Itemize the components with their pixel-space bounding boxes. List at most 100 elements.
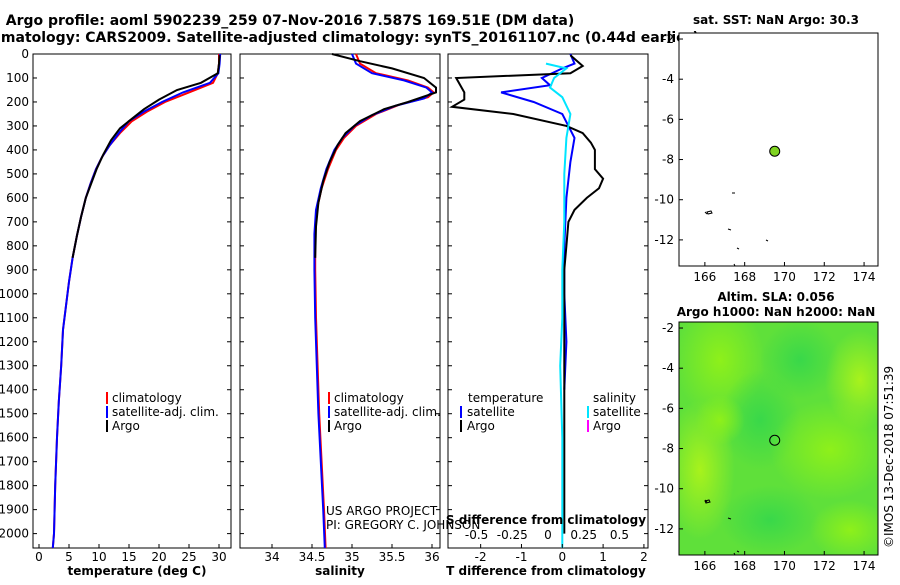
sla-map-ticks: 166 168 170 172 174 -2 -4 -6 -8 -10 -12 [654,321,875,573]
map-x-tick-label: 170 [773,559,796,573]
sst-map-coastline [704,192,769,267]
depth-tick-label: 2000 [0,527,29,541]
map-y-tick-label: -6 [662,401,674,415]
difference-xticks: -2 -1 0 1 2 [475,544,648,564]
series-line [545,62,572,548]
difference-xlabel-top: S difference from climatology [446,513,646,527]
series-line [51,53,222,549]
map-y-tick-label: -8 [662,442,674,456]
credit-project: US ARGO PROJECT [326,504,438,518]
temperature-series [51,53,222,549]
depth-tick-label: 1000 [0,287,29,301]
map-x-tick-label: 166 [693,270,716,284]
difference-panel [447,53,649,549]
x-tick-top-label: 0 [544,528,552,542]
map-y-tick-label: -12 [654,522,674,536]
depth-tick-label: 1400 [0,383,29,397]
x-tick-label: -2 [475,550,487,564]
legend-climatology-label: climatology [112,391,182,405]
depth-tick-label: 400 [6,143,29,157]
temperature-panel [32,53,232,549]
map-y-tick-label: -2 [662,32,674,46]
sla-map-frame [678,321,879,556]
map-y-tick-label: -10 [654,193,674,207]
x-tick-label: 30 [211,550,226,564]
map-x-tick-label: 168 [733,559,756,573]
legend-climatology-label: climatology [334,391,404,405]
legend-satellite-label: satellite-adj. clim. [112,405,219,419]
sst-map-points [769,145,781,157]
temperature-xlabel: temperature (deg C) [68,564,207,578]
depth-axis: 0 100 200 300 400 500 600 700 800 900 1000 1100 1200… [0,47,29,541]
map-x-tick-label: 174 [853,559,876,573]
legend-temp-argo-label: Argo [467,419,495,433]
series-line [51,54,220,549]
depth-tick-label: 1500 [0,407,29,421]
salinity-series [313,53,437,549]
x-tick-top-label: 0.5 [610,528,629,542]
series-line [314,53,437,258]
legend-argo-label: Argo [112,419,140,433]
depth-tick-label: 200 [6,95,29,109]
series-line [449,54,605,534]
map-y-tick-label: -8 [662,153,674,167]
depth-tick-label: 1200 [0,335,29,349]
legend-temp-satellite-label: satellite [467,405,515,419]
axis-ticks [33,53,648,535]
difference-xlabel: T difference from climatology [446,564,646,578]
x-tick-label: 20 [151,550,166,564]
x-tick-top-label: -0.5 [465,528,488,542]
x-tick-label: 34 [264,550,279,564]
imos-watermark: ©IMOS 13-Dec-2018 07:51:39 [882,366,896,548]
sla-map-coastline [704,499,740,556]
depth-tick-label: 1600 [0,431,29,445]
map-y-tick-label: -2 [662,321,674,335]
depth-tick-label: 1900 [0,503,29,517]
x-tick-label: -1 [515,550,527,564]
x-tick-top-label: 0.25 [570,528,597,542]
salinity-panel [239,53,441,549]
sla-map-title: Altim. SLA: 0.056 [717,290,834,304]
map-y-tick-label: -4 [662,361,674,375]
x-tick-label: 0 [558,550,566,564]
map-y-tick-label: -6 [662,112,674,126]
legend-satellite-label: satellite-adj. clim. [334,405,441,419]
temperature-legend: climatology satellite-adj. clim. Argo [106,391,219,433]
sla-map-subtitle: Argo h1000: NaN h2000: NaN [677,305,876,319]
series-line [313,53,434,549]
figure-title-line1: Argo profile: aoml 5902239_259 07-Nov-20… [6,13,575,29]
depth-tick-label: 900 [6,263,29,277]
credit-pi: PI: GREGORY C. JOHNSON [326,518,480,532]
map-x-tick-label: 166 [693,559,716,573]
legend-temperature-header: temperature [468,391,543,405]
series-line [71,55,221,258]
map-y-tick-label: -4 [662,72,674,86]
depth-tick-label: 300 [6,119,29,133]
sla-map-points [769,434,781,446]
depth-tick-label: 100 [6,71,29,85]
depth-tick-label: 500 [6,167,29,181]
map-x-tick-label: 174 [853,270,876,284]
map-y-tick-label: -12 [654,233,674,247]
x-tick-label: 15 [121,550,136,564]
depth-tick-label: 1700 [0,455,29,469]
x-tick-label: 1 [599,550,607,564]
legend-sal-satellite-label: satellite [593,405,641,419]
x-tick-label: 35 [344,550,359,564]
depth-tick-label: 700 [6,215,29,229]
difference-xticks-top: -0.5 -0.25 0 0.25 0.5 [465,528,629,542]
sst-map-title: sat. SST: NaN Argo: 30.3 [693,13,859,27]
difference-legend: temperature satellite Argo salinity sate… [460,391,641,433]
depth-tick-label: 1100 [0,311,29,325]
sst-map-ticks: 166 168 170 172 174 -2 -4 -6 -8 -10 -12 [654,32,875,284]
legend-argo-label: Argo [334,419,362,433]
x-tick-label: 25 [181,550,196,564]
map-x-tick-label: 168 [733,270,756,284]
depth-tick-label: 1800 [0,479,29,493]
figure-title-line2: Climatology: CARS2009. Satellite-adjuste… [0,30,699,46]
x-tick-label: 10 [91,550,106,564]
map-y-tick-label: -10 [654,482,674,496]
x-tick-label: 34.5 [299,550,326,564]
x-tick-label: 5 [65,550,73,564]
